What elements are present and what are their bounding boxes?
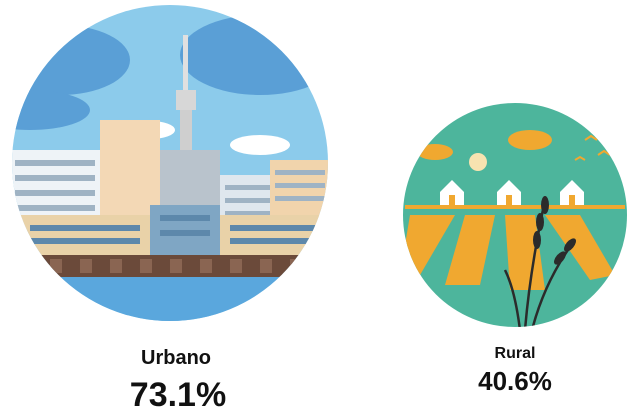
urban-value: 73.1% [130, 376, 226, 414]
rural-label: Rural [495, 345, 536, 362]
rural-illustration [400, 100, 630, 330]
infographic: Urbano 73.1% Rural 40.6% [0, 0, 642, 416]
urban-illustration [0, 0, 340, 337]
rural-value: 40.6% [478, 366, 552, 396]
page: Urbano 73.1% Rural 40.6% (() => { const … [0, 0, 642, 416]
urban-label: Urbano [141, 347, 211, 369]
